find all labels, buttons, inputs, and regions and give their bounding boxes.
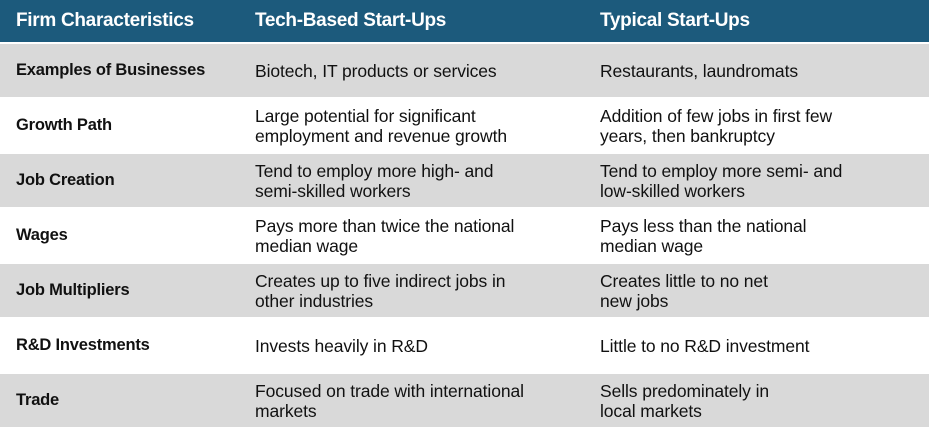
cell-line: low-skilled workers xyxy=(600,180,745,201)
row-label: Growth Path xyxy=(16,116,112,134)
table-row: R&D Investments Invests heavily in R&D Lit… xyxy=(0,319,929,372)
typical-cell: Tend to employ more semi- and low-skilled… xyxy=(584,161,929,201)
row-label: Trade xyxy=(16,391,60,409)
cell-line: other industries xyxy=(255,290,374,311)
cell-line: Focused on trade with international xyxy=(255,380,524,401)
row-label: Job Multipliers xyxy=(16,281,130,299)
cell-line: Creates up to five indirect jobs in xyxy=(255,270,506,291)
cell-line: semi-skilled workers xyxy=(255,180,411,201)
table-row: Job Creation Tend to employ more high- an… xyxy=(0,154,929,207)
typical-cell: Pays less than the national median wage xyxy=(584,216,929,256)
cell-line: Restaurants, laundromats xyxy=(600,60,798,81)
cell-line: new jobs xyxy=(600,290,669,311)
cell-line: Large potential for significant xyxy=(255,105,476,126)
tech-cell: Creates up to five indirect jobs in other… xyxy=(239,271,584,311)
tech-cell: Pays more than twice the national median … xyxy=(239,216,584,256)
header-tech-based: Tech-Based Start-Ups xyxy=(255,10,447,31)
table-row: Job Multipliers Creates up to five indire… xyxy=(0,264,929,317)
row-label: Job Creation xyxy=(16,171,115,189)
cell-line: employment and revenue growth xyxy=(255,125,507,146)
table-row: Trade Focused on trade with international… xyxy=(0,374,929,427)
typical-cell: Sells predominately in local markets xyxy=(584,381,929,421)
cell-line: Sells predominately in xyxy=(600,380,769,401)
cell-line: Invests heavily in R&D xyxy=(255,335,428,356)
row-label: Examples of Businesses xyxy=(16,61,206,79)
cell-line: Creates little to no net xyxy=(600,270,768,291)
table-header: Firm Characteristics Tech-Based Start-Up… xyxy=(0,0,929,42)
cell-line: markets xyxy=(255,400,317,421)
cell-line: years, then bankruptcy xyxy=(600,125,775,146)
cell-line: local markets xyxy=(600,400,702,421)
table-row: Examples of Businesses Biotech, IT produc… xyxy=(0,44,929,97)
tech-cell: Biotech, IT products or services xyxy=(239,61,584,81)
row-label: Wages xyxy=(16,226,68,244)
tech-cell: Invests heavily in R&D xyxy=(239,336,584,356)
row-label: R&D Investments xyxy=(16,336,150,354)
cell-line: median wage xyxy=(255,235,358,256)
tech-cell: Large potential for significant employmen… xyxy=(239,106,584,146)
tech-cell: Focused on trade with international marke… xyxy=(239,381,584,421)
table-row: Wages Pays more than twice the national me… xyxy=(0,209,929,262)
cell-line: Little to no R&D investment xyxy=(600,335,810,356)
cell-line: Tend to employ more semi- and xyxy=(600,160,843,181)
cell-line: Pays less than the national xyxy=(600,215,807,236)
typical-cell: Little to no R&D investment xyxy=(584,336,929,356)
typical-cell: Addition of few jobs in first few years, … xyxy=(584,106,929,146)
cell-line: Addition of few jobs in first few xyxy=(600,105,833,126)
cell-line: median wage xyxy=(600,235,703,256)
cell-line: Pays more than twice the national xyxy=(255,215,515,236)
cell-line: Biotech, IT products or services xyxy=(255,60,497,81)
typical-cell: Restaurants, laundromats xyxy=(584,61,929,81)
table-row: Growth Path Large potential for significa… xyxy=(0,99,929,152)
header-typical: Typical Start-Ups xyxy=(600,10,750,31)
tech-cell: Tend to employ more high- and semi-skille… xyxy=(239,161,584,201)
header-firm-characteristics: Firm Characteristics xyxy=(16,10,194,31)
typical-cell: Creates little to no net new jobs xyxy=(584,271,929,311)
cell-line: Tend to employ more high- and xyxy=(255,160,494,181)
